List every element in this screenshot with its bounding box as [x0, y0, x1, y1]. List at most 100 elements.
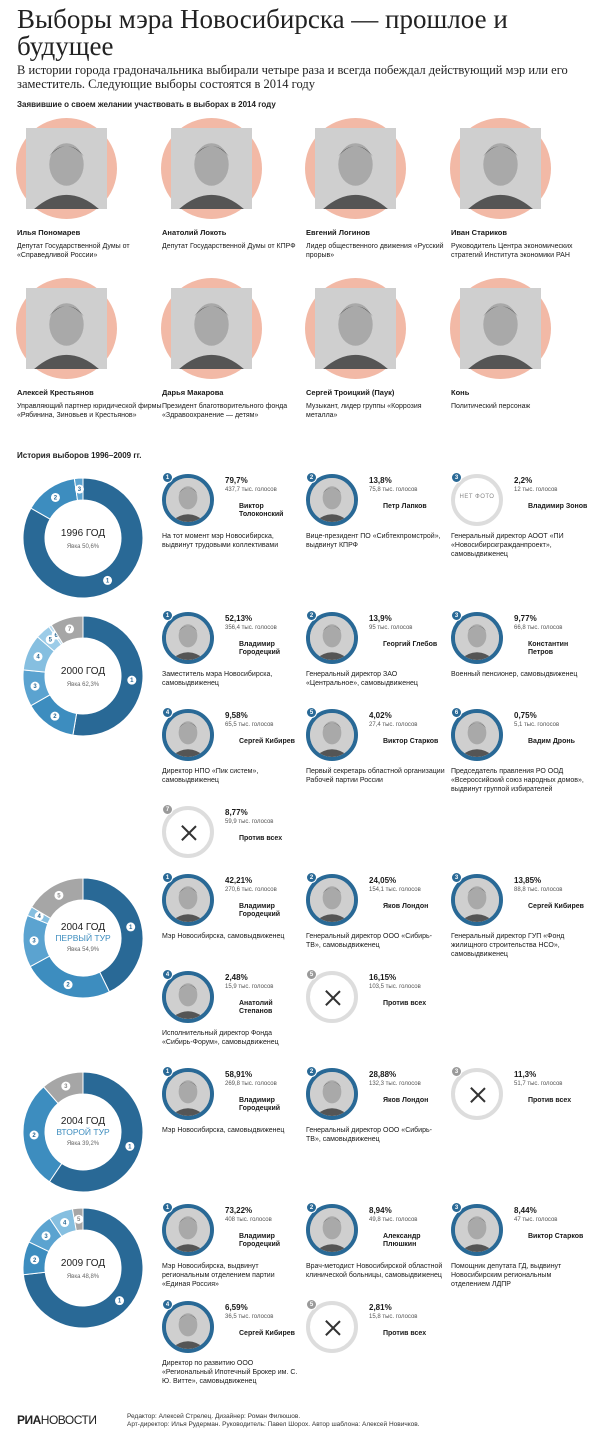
- result-name: Виктор Старков: [383, 738, 439, 745]
- result-name: Константин Петров: [528, 641, 569, 656]
- candidate-photo: НЕТ ФОТО: [451, 474, 503, 526]
- slice-number: 7: [65, 624, 75, 634]
- result-name: Вадим Дронь: [528, 738, 575, 745]
- result-votes: 12 тыс. голосов: [514, 487, 558, 493]
- portrait-icon: [26, 288, 107, 369]
- donut-slice: [82, 877, 144, 993]
- slice-number: 5: [74, 1214, 84, 1224]
- result-percent: 2,2%: [514, 476, 533, 485]
- result-percent: 2,81%: [369, 1303, 392, 1312]
- result-name: Виктор Старков: [528, 1233, 584, 1240]
- result-name: Против всех: [528, 1097, 572, 1104]
- candidate-photo: [306, 1068, 358, 1120]
- result-name: Против всех: [383, 1000, 427, 1007]
- candidate-name: Конь: [451, 388, 470, 397]
- candidate-desc: Президент благотворительного фонда «Здра…: [162, 403, 288, 419]
- candidate-photo: [162, 474, 214, 526]
- credits: Редактор: Алексей Стрелец. Дизайнер: Ром…: [127, 1413, 420, 1428]
- candidate-photo: [451, 612, 503, 664]
- result-votes: 51,7 тыс. голосов: [514, 1081, 563, 1087]
- slice-number: 3: [30, 681, 40, 691]
- result-number: 4: [162, 1299, 173, 1310]
- result-votes: 75,8 тыс. голосов: [369, 487, 418, 493]
- svg-text:5: 5: [49, 638, 53, 644]
- candidate-desc: Депутат Государственной Думы от «Справед…: [17, 243, 130, 259]
- portrait-ring: [161, 278, 262, 379]
- svg-text:5: 5: [57, 893, 61, 899]
- result-votes: 95 тыс. голосов: [369, 625, 413, 631]
- candidate-photo: [306, 1301, 358, 1353]
- result-name: Анатолий Степанов: [239, 1000, 273, 1015]
- svg-text:3: 3: [44, 1234, 48, 1240]
- result-desc: Директор НПО «Пик систем», самовыдвижене…: [162, 768, 259, 784]
- donut-slice: [48, 1071, 144, 1193]
- result-name: Виктор Толоконский: [239, 503, 284, 518]
- portrait-ring: [305, 278, 406, 379]
- candidate-photo: [306, 612, 358, 664]
- portrait-icon: [166, 713, 210, 757]
- donut-slice: [22, 1207, 144, 1329]
- result-desc: Председатель правления РО ООД «Всероссий…: [451, 768, 584, 793]
- portrait-icon: [455, 616, 499, 660]
- candidate-card: Анатолий Локоть Депутат Государственной Д…: [161, 118, 307, 251]
- slice-number: 1: [115, 1296, 125, 1306]
- result-percent: 16,15%: [369, 973, 397, 982]
- portrait-icon: [166, 975, 210, 1019]
- result-votes: 36,5 тыс. голосов: [225, 1314, 274, 1320]
- result-votes: 59,9 тыс. голосов: [225, 819, 274, 825]
- result-number: 3: [451, 610, 462, 621]
- portrait-ring: [16, 278, 117, 379]
- slice-number: 3: [61, 1081, 71, 1091]
- no-photo-label: НЕТ ФОТО: [459, 494, 495, 500]
- election-donut: 1 2 3 2004 ГОД ВТОРОЙ ТУР Явка 39,2%: [17, 1066, 149, 1198]
- slice-number: 2: [63, 980, 73, 990]
- result-votes: 408 тыс. голосов: [225, 1217, 272, 1223]
- portrait-icon: [315, 288, 396, 369]
- result-percent: 4,02%: [369, 711, 392, 720]
- result-number: 3: [451, 872, 462, 883]
- slice-number: 2: [50, 492, 60, 502]
- portrait-icon: [310, 478, 354, 522]
- result-desc: Генеральный директор ГУП «Фонд жилищного…: [451, 933, 565, 958]
- candidate-card: Иван Стариков Руководитель Центра экономи…: [450, 118, 596, 260]
- candidate-photo: [451, 1204, 503, 1256]
- donut-tour: ПЕРВЫЙ ТУР: [55, 932, 111, 943]
- result-desc: Генеральный директор АООТ «ПИ «Новосибир…: [451, 533, 564, 558]
- result-percent: 9,77%: [514, 614, 537, 623]
- result-name: Сергей Кибирев: [239, 738, 295, 745]
- cross-icon: [179, 823, 199, 843]
- svg-text:2: 2: [32, 1133, 36, 1139]
- portrait-icon: [166, 1072, 210, 1116]
- svg-text:2: 2: [33, 1258, 37, 1264]
- candidate-name: Алексей Крестьянов: [17, 388, 94, 397]
- result-name: Сергей Кибирев: [528, 903, 584, 910]
- portrait-icon: [166, 1305, 210, 1349]
- candidate-name: Иван Стариков: [451, 228, 507, 237]
- svg-text:1: 1: [118, 1299, 122, 1305]
- result-number: 3: [451, 1202, 462, 1213]
- result-votes: 356,4 тыс. голосов: [225, 625, 277, 631]
- candidate-photo: [162, 612, 214, 664]
- result-votes: 269,8 тыс. голосов: [225, 1081, 277, 1087]
- result-number: 5: [306, 969, 317, 980]
- portrait-icon: [315, 128, 396, 209]
- result-percent: 8,94%: [369, 1206, 392, 1215]
- candidate-card: Евгений Логинов Лидер общественного движе…: [305, 118, 451, 260]
- result-number: 4: [162, 707, 173, 718]
- result-number: 5: [306, 1299, 317, 1310]
- result-percent: 28,88%: [369, 1070, 397, 1079]
- result-percent: 52,13%: [225, 614, 253, 623]
- result-desc: Генеральный директор ООО «Сибирь-ТВ», са…: [306, 933, 432, 949]
- result-number: 6: [451, 707, 462, 718]
- result-votes: 65,5 тыс. голосов: [225, 722, 274, 728]
- result-number: 3: [451, 1066, 462, 1077]
- result-desc: Помощник депутата ГД, выдвинут Новосибир…: [451, 1263, 562, 1288]
- donut-year: 2004 ГОД: [61, 922, 105, 933]
- svg-text:6: 6: [54, 633, 58, 639]
- donut-slice: [72, 615, 144, 737]
- footer: РИАНОВОСТИ Редактор: Алексей Стрелец. Ди…: [17, 1411, 587, 1431]
- result-percent: 8,77%: [225, 808, 248, 817]
- portrait-ring: [450, 278, 551, 379]
- candidate-desc: Депутат Государственной Думы от КПРФ: [162, 243, 296, 250]
- result-percent: 42,21%: [225, 876, 253, 885]
